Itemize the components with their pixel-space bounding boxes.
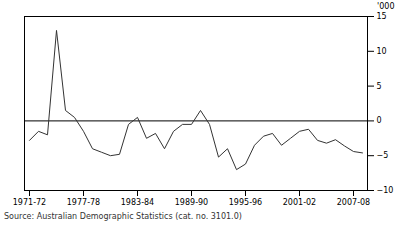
svg-text:'000: '000 xyxy=(377,2,394,11)
svg-text:1977-78: 1977-78 xyxy=(67,198,100,207)
svg-text:5: 5 xyxy=(377,82,382,91)
svg-text:1995-96: 1995-96 xyxy=(229,198,262,207)
svg-text:−10: −10 xyxy=(377,186,394,195)
svg-text:−5: −5 xyxy=(377,151,389,160)
svg-text:1983-84: 1983-84 xyxy=(121,198,154,207)
html-text:Source: Australian Demographic: Source: Australian Demographic Statistic… xyxy=(4,212,242,221)
svg-text:1989-90: 1989-90 xyxy=(175,198,208,207)
svg-text:15: 15 xyxy=(377,12,387,21)
svg-text:2001-02: 2001-02 xyxy=(283,198,316,207)
svg-text:0: 0 xyxy=(377,116,382,125)
svg-text:2007-08: 2007-08 xyxy=(337,198,370,207)
svg-text:1971-72: 1971-72 xyxy=(13,198,46,207)
svg-text:10: 10 xyxy=(377,47,387,56)
